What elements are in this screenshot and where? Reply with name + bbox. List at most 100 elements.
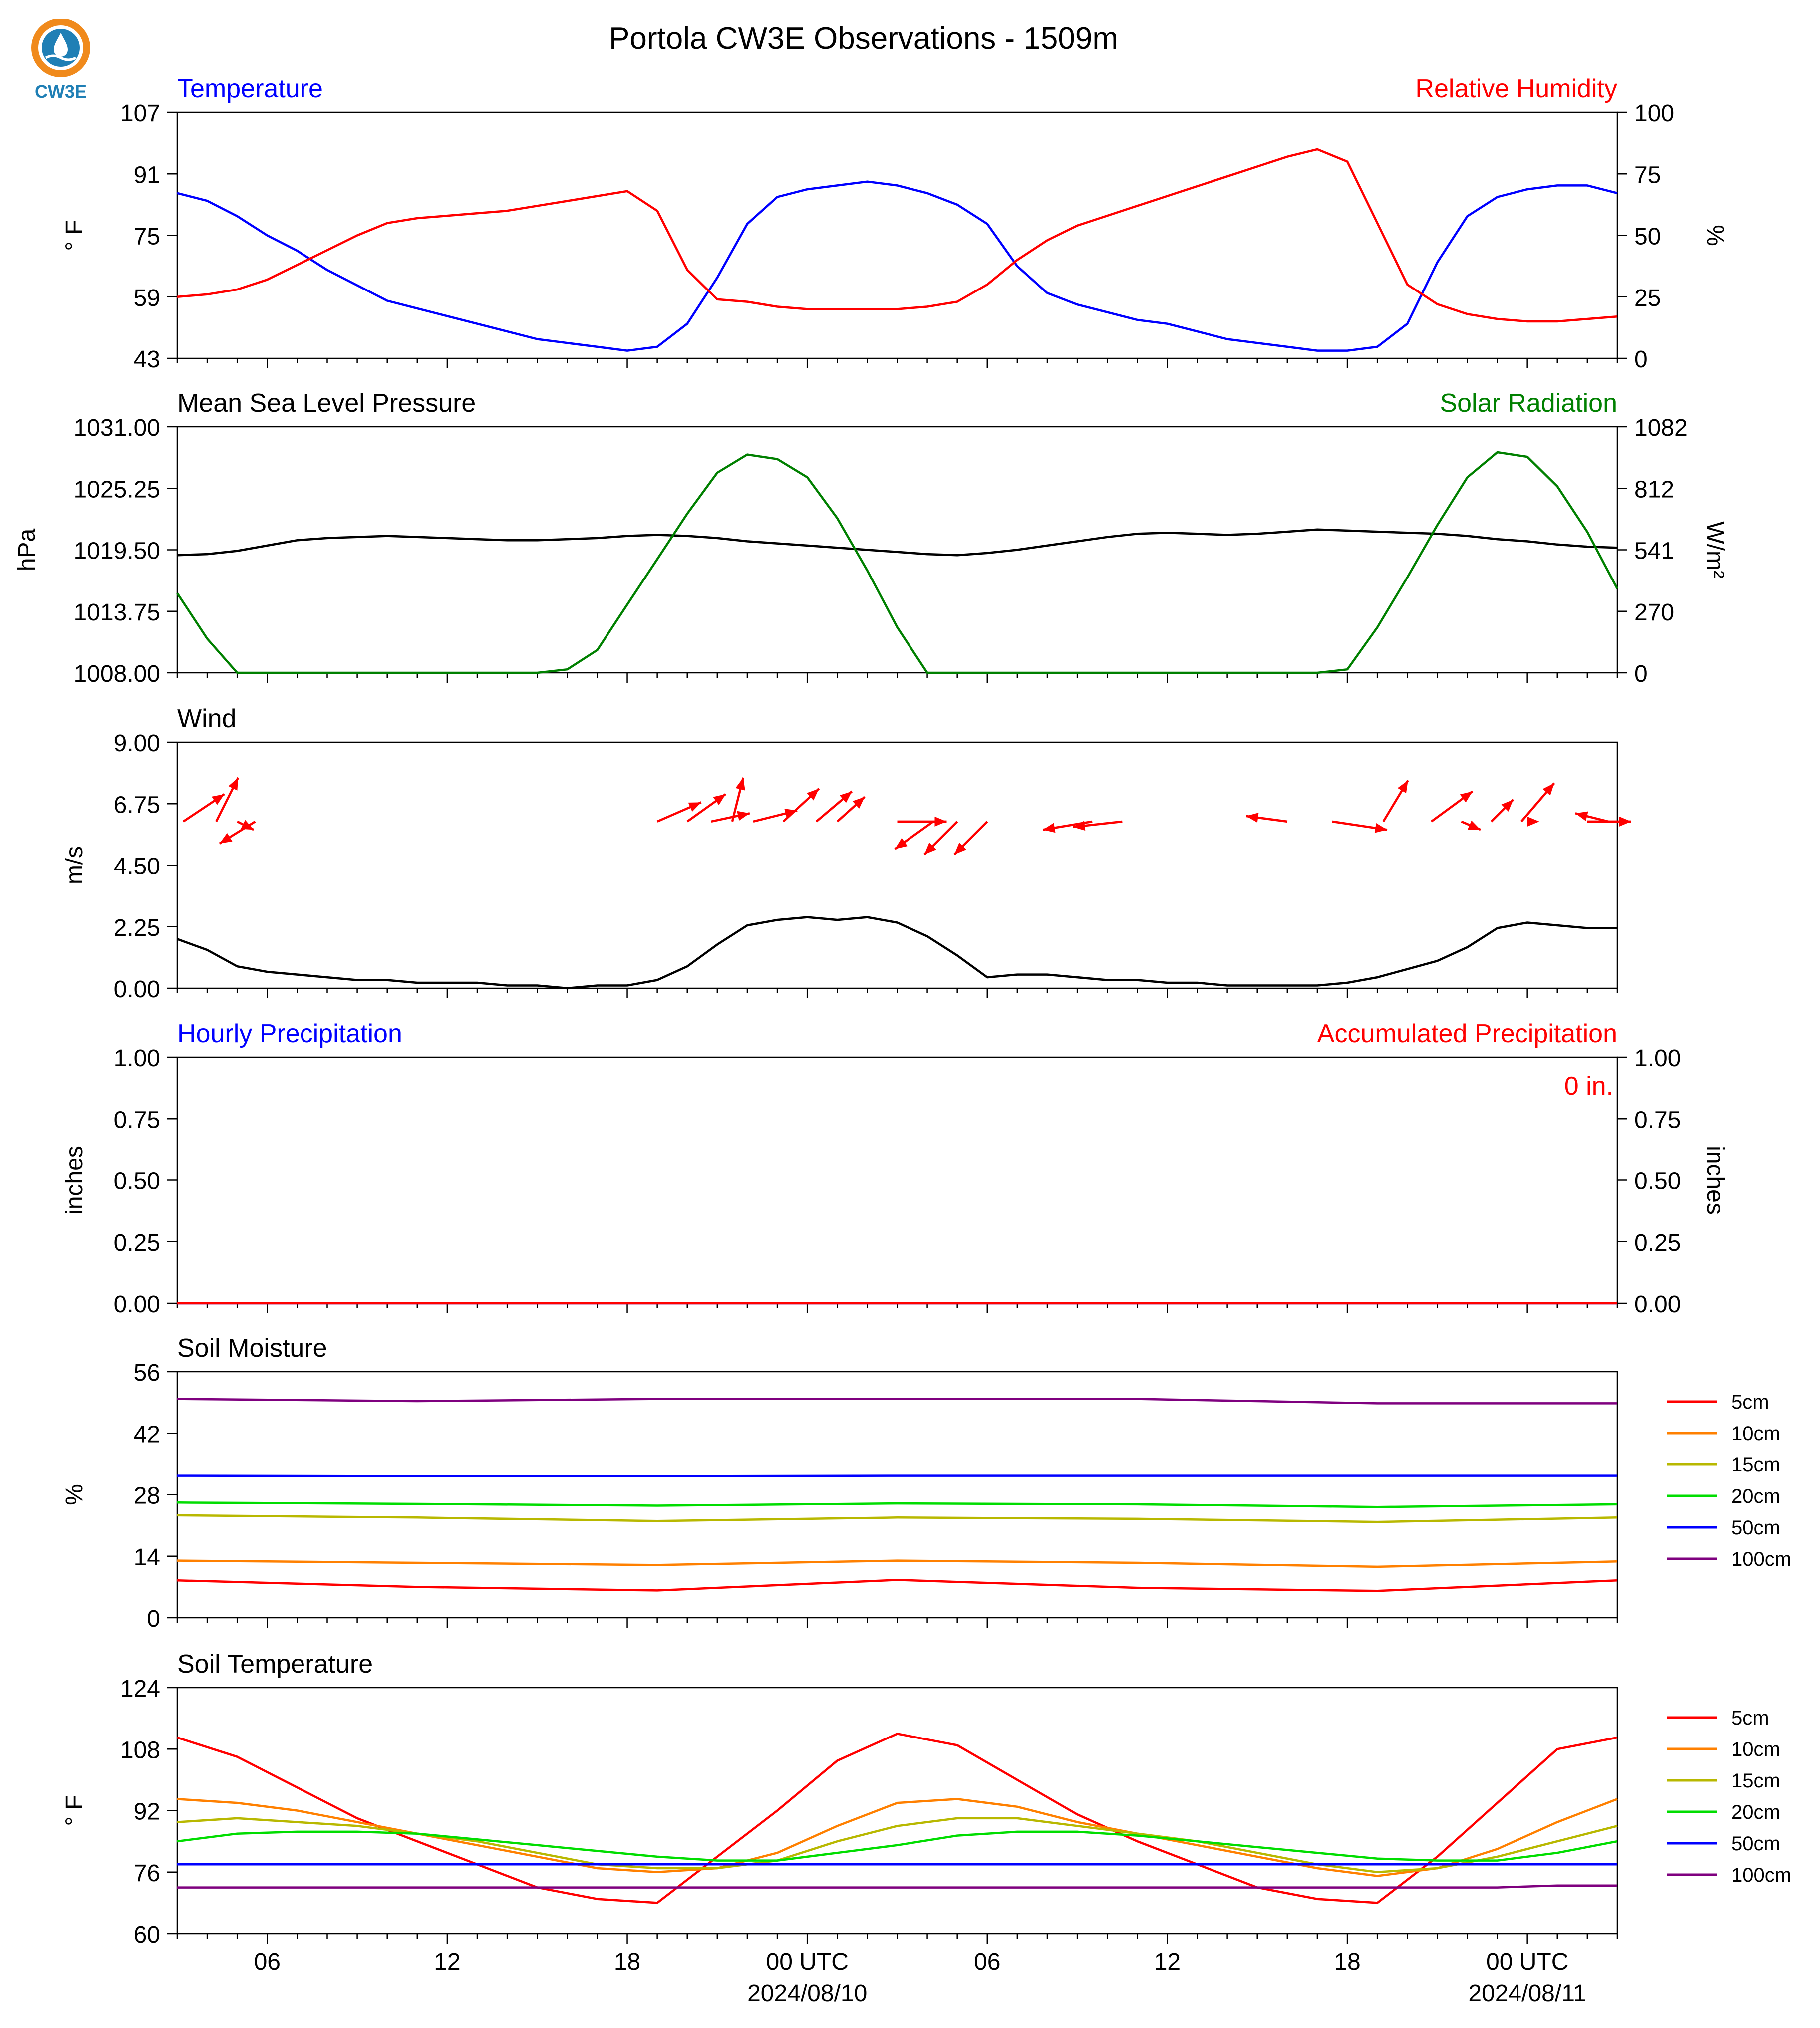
x-tick-label: 00 UTC (1486, 1949, 1568, 1975)
panel-title-left: Soil Moisture (177, 1334, 327, 1363)
wind-arrow-head (688, 802, 701, 812)
y-left-tick-label: 0.50 (114, 1168, 160, 1195)
y-left-tick-label: 75 (134, 224, 160, 250)
y-left-tick-label: 1031.00 (73, 415, 160, 441)
wind-arrow-head (228, 777, 239, 791)
logo-drop-icon (54, 33, 68, 57)
y-left-axis-label: inches (61, 1146, 88, 1215)
plot-frame (176, 741, 1618, 989)
y-right-tick-label: 541 (1634, 538, 1674, 565)
legend-label: 5cm (1731, 1391, 1769, 1413)
y-left-tick-label: 0 (147, 1606, 160, 1632)
y-left-tick-label: 107 (120, 100, 160, 127)
y-left-tick-label: 4.50 (114, 854, 160, 880)
accumulated-total-label: 0 in. (1564, 1072, 1613, 1101)
legend-label: 15cm (1731, 1770, 1780, 1792)
x-tick-label: 12 (434, 1949, 460, 1975)
y-right-axis-label: W/m² (1702, 521, 1728, 579)
wind-arrow-head (1073, 821, 1086, 831)
series-100cm (177, 1398, 1617, 1405)
wind-arrow-head (1575, 811, 1588, 821)
y-left-tick-label: 0.75 (114, 1107, 160, 1133)
wind-arrow-head (1467, 820, 1481, 830)
panel-soil-temperature: 60 76 92 108 124 ° F Soil Temperature 5cm 10cm 15… (61, 1650, 1791, 1948)
wind-arrow-head (1043, 823, 1056, 833)
panel-title-left: Temperature (177, 74, 323, 103)
x-tick-label: 18 (614, 1949, 640, 1975)
wind-arrow-head (1527, 816, 1539, 827)
y-right-tick-label: 25 (1634, 285, 1661, 311)
y-right-tick-label: 0 (1634, 661, 1648, 687)
wind-arrow-head (839, 791, 852, 803)
wind-arrow-head (924, 842, 936, 855)
panel-wind: 0.00 2.25 4.50 6.75 9.00 m/s Wind (61, 704, 1631, 1003)
y-left-axis-label: ° F (61, 220, 88, 251)
y-left-tick-label: 1008.00 (73, 661, 160, 687)
y-left-tick-label: 60 (134, 1922, 160, 1948)
y-left-tick-label: 9.00 (114, 730, 160, 757)
x-tick-label: 06 (254, 1949, 281, 1975)
wind-arrow-head (1374, 823, 1388, 833)
y-left-tick-label: 1.00 (114, 1045, 160, 1072)
wind-arrow-head (1619, 816, 1631, 827)
y-right-tick-label: 50 (1634, 224, 1661, 250)
wind-arrow-head (1246, 813, 1259, 823)
x-date-label: 2024/08/10 (747, 1980, 867, 2007)
series-temperature-1 (177, 148, 1618, 323)
y-left-tick-label: 0.00 (114, 1291, 160, 1318)
y-left-tick-label: 42 (134, 1421, 160, 1448)
y-left-tick-label: 56 (134, 1360, 160, 1386)
panel-title-left: Soil Temperature (177, 1650, 373, 1679)
legend-label: 15cm (1731, 1454, 1780, 1476)
wind-arrow-head (895, 838, 908, 849)
panel-title-left: Wind (177, 704, 236, 733)
y-right-tick-label: 0.25 (1634, 1230, 1681, 1256)
series-20cm (177, 1501, 1618, 1508)
y-right-tick-label: 812 (1634, 476, 1674, 503)
wind-arrow-head (1542, 783, 1554, 796)
y-right-tick-label: 270 (1634, 599, 1674, 626)
series-mean-sea-level-pressure-0 (177, 528, 1618, 557)
y-left-tick-label: 108 (120, 1737, 160, 1763)
legend-label: 100cm (1731, 1864, 1791, 1886)
wind-arrow-head (934, 816, 947, 827)
series-wind-0 (177, 916, 1617, 990)
y-left-axis-label: % (61, 1484, 88, 1505)
legend-label: 5cm (1731, 1707, 1769, 1729)
panel-title-left: Hourly Precipitation (177, 1019, 402, 1048)
panel-temperature: 43 59 75 91 107 0 25 50 75 100 ° F % Temperature Rela… (61, 74, 1728, 373)
wind-arrow-head (737, 811, 750, 821)
y-left-tick-label: 1025.25 (73, 476, 160, 503)
panel-mean-sea-level-pressure: 1008.00 1013.75 1019.50 1025.25 1031.00 0 270 5… (14, 389, 1728, 687)
y-left-tick-label: 76 (134, 1860, 160, 1887)
y-right-tick-label: 0.50 (1634, 1168, 1681, 1195)
y-left-axis-label: ° F (61, 1795, 88, 1826)
series-mean-sea-level-pressure-1 (176, 451, 1618, 674)
wind-arrow-head (954, 842, 966, 855)
plot-frame (176, 1687, 1618, 1935)
panel-title-left: Mean Sea Level Pressure (177, 389, 476, 418)
wind-arrow-head (713, 794, 726, 805)
panel-title-right: Accumulated Precipitation (1317, 1019, 1617, 1048)
logo-ring (31, 19, 90, 77)
panel-title-right: Relative Humidity (1415, 74, 1617, 103)
x-tick-label: 06 (974, 1949, 1000, 1975)
legend-label: 20cm (1731, 1801, 1780, 1823)
y-right-tick-label: 0.00 (1634, 1291, 1681, 1318)
wind-arrow-head (852, 797, 865, 809)
wind-arrow-head (807, 788, 819, 801)
wind-arrow-head (1501, 799, 1514, 812)
y-left-tick-label: 43 (134, 346, 160, 373)
y-left-axis-label: hPa (14, 528, 40, 571)
x-date-label: 2024/08/11 (1468, 1980, 1586, 2007)
y-left-tick-label: 124 (120, 1676, 160, 1702)
y-right-tick-label: 0 (1634, 346, 1648, 373)
series-5cm (177, 1733, 1618, 1904)
series-15cm (177, 1514, 1618, 1523)
logo-wave-icon (45, 54, 77, 61)
y-left-tick-label: 14 (134, 1544, 160, 1571)
legend-label: 20cm (1731, 1485, 1780, 1507)
x-tick-label: 12 (1154, 1949, 1181, 1975)
wind-arrow-head (219, 833, 233, 844)
